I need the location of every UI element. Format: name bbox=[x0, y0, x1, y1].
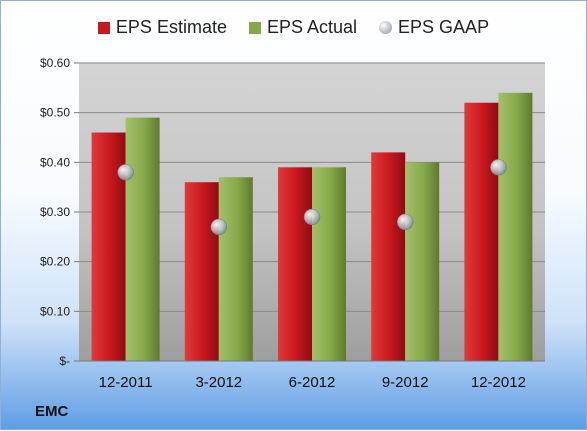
x-tick-label: 12-2011 bbox=[99, 374, 153, 391]
x-tick-label: 3-2012 bbox=[195, 374, 242, 391]
x-axis-ticks: 12-2011 3-2012 6-2012 9-2012 12-2012 bbox=[79, 360, 545, 391]
x-tick-label: 12-2012 bbox=[471, 374, 526, 391]
x-tick-label: 6-2012 bbox=[289, 374, 336, 391]
y-tick-label: $0.50 bbox=[40, 106, 70, 120]
legend-swatch-gaap bbox=[379, 21, 393, 34]
y-tick-label: $0.10 bbox=[40, 304, 70, 318]
y-tick-label: $0.60 bbox=[40, 56, 70, 70]
legend-item-eps-actual: EPS Actual bbox=[248, 17, 358, 38]
bar-eps-actual bbox=[405, 162, 440, 361]
ticker-label: EMC bbox=[35, 403, 69, 420]
legend-label-estimate: EPS Estimate bbox=[115, 17, 227, 37]
y-tick-label: $0.30 bbox=[40, 205, 70, 219]
bar-eps-estimate bbox=[184, 182, 219, 361]
bar-eps-actual bbox=[218, 177, 253, 361]
bar-eps-estimate bbox=[371, 152, 406, 361]
y-tick-label: $0.20 bbox=[40, 255, 70, 269]
chart-legend: EPS Estimate EPS Actual EPS GAAP bbox=[1, 17, 586, 38]
y-tick-label: $0.40 bbox=[40, 155, 70, 169]
legend-item-eps-estimate: EPS Estimate bbox=[97, 17, 227, 38]
bar-eps-actual bbox=[498, 92, 533, 362]
legend-item-eps-gaap: EPS GAAP bbox=[379, 17, 489, 38]
bar-eps-actual bbox=[312, 167, 346, 361]
bar-eps-actual bbox=[125, 117, 160, 361]
marker-eps-gaap bbox=[303, 208, 321, 226]
marker-eps-gaap bbox=[490, 159, 507, 176]
legend-swatch-estimate bbox=[97, 21, 110, 34]
bars bbox=[91, 92, 533, 362]
x-tick-label: 9-2012 bbox=[382, 374, 429, 391]
marker-eps-gaap bbox=[396, 213, 414, 231]
y-axis-ticks: $- $0.10 $0.20 $0.30 $0.40 $0.50 $0.60 bbox=[40, 56, 79, 368]
bar-eps-estimate bbox=[278, 167, 312, 361]
legend-swatch-actual bbox=[248, 21, 261, 34]
marker-eps-gaap bbox=[210, 218, 228, 236]
gaap-markers bbox=[117, 159, 507, 236]
legend-label-actual: EPS Actual bbox=[266, 17, 358, 37]
marker-eps-gaap bbox=[117, 164, 134, 181]
legend-label-gaap: EPS GAAP bbox=[398, 17, 490, 37]
y-tick-label: $- bbox=[59, 354, 70, 368]
bar-eps-estimate bbox=[464, 102, 499, 361]
